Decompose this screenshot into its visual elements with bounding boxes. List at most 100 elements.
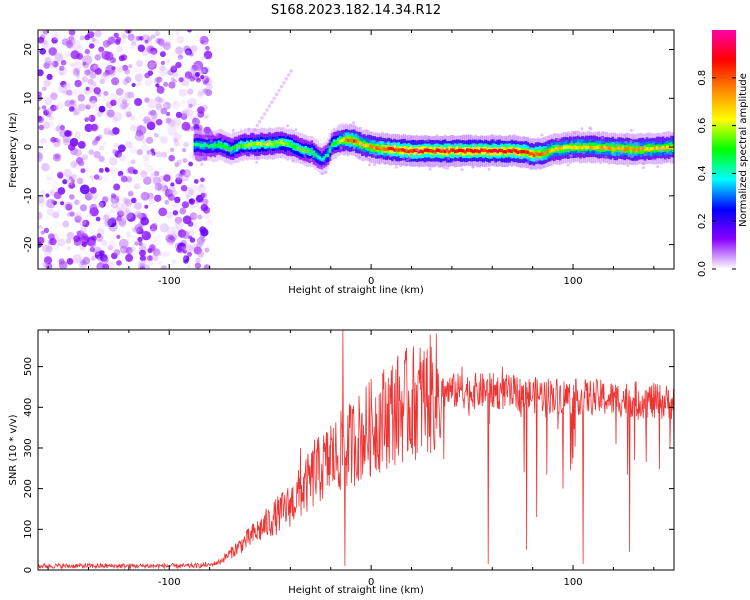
noise-mark [123,107,132,115]
ridge-cell [647,148,651,152]
noise-mark [660,149,664,153]
noise-mark [191,69,197,75]
x-tick-label: 100 [564,276,583,287]
noise-mark [194,186,202,193]
noise-mark [89,71,97,79]
noise-mark [165,234,174,243]
noise-mark [69,194,75,200]
noise-mark [153,170,160,177]
ridge-cell [518,150,522,154]
noise-mark [122,197,128,203]
noise-mark [38,36,45,44]
noise-mark [73,108,81,116]
ridge-cell [326,153,330,157]
noise-mark [134,98,143,106]
noise-mark [600,136,604,140]
snr-frame [37,329,675,571]
noise-mark [68,176,73,181]
noise-mark [72,253,82,264]
noise-mark [407,137,411,141]
ridge-cell [425,148,429,152]
colorbar-tick-label: 0.8 [697,70,708,86]
noise-mark [64,99,72,107]
noise-mark [180,101,186,107]
noise-mark [392,142,396,145]
noise-mark [62,179,68,185]
noise-mark [130,159,136,165]
noise-mark [72,60,83,71]
noise-mark [84,220,90,226]
ridge-cell [391,147,394,151]
ridge-cell [607,146,610,150]
noise-mark [161,265,167,269]
noise-mark [130,45,136,51]
noise-mark [175,111,182,118]
ridge-cell [294,145,297,149]
noise-mark [43,62,50,69]
noise-mark [51,88,57,94]
noise-mark [565,133,569,137]
noise-mark [82,256,91,265]
noise-mark [160,265,168,269]
ridge-cell [387,146,390,151]
noise-mark [46,176,51,181]
noise-mark [85,86,90,91]
ridge-cell [441,149,445,153]
noise-mark [109,216,117,224]
noise-mark [656,165,660,169]
noise-mark [68,30,76,36]
noise-mark [125,141,133,149]
ridge-cell [215,144,219,148]
noise-mark [71,70,78,76]
ridge-cell [639,147,643,151]
ridge-cell [268,141,271,145]
noise-mark [262,112,267,116]
noise-mark [62,220,70,228]
noise-mark [42,121,51,129]
ridge-cell [377,146,380,151]
noise-mark [303,154,307,158]
noise-mark [88,114,96,122]
y-tick-label: 0 [23,144,34,150]
noise-mark [50,104,57,112]
noise-mark [170,132,176,138]
ridge-cell [258,142,261,146]
ridge-cell [478,150,481,154]
noise-mark [117,210,125,218]
noise-mark [178,88,187,97]
ridge-cell [524,150,528,154]
noise-mark [127,33,135,41]
noise-mark [39,30,50,38]
ridge-cell [453,149,457,154]
noise-mark [154,60,159,65]
ridge-cell [250,143,253,147]
noise-mark [205,221,213,228]
ridge-cell [205,143,209,147]
noise-mark [114,202,123,211]
noise-mark [56,171,64,179]
noise-mark [160,60,165,65]
ridge-cell [371,145,374,150]
ridge-cell [502,150,505,154]
noise-mark [89,95,98,104]
ridge-cell [579,145,582,149]
noise-mark [38,152,44,163]
ridge-cell [565,145,568,149]
noise-mark [89,100,97,109]
noise-mark [125,111,132,118]
ridge-cell [635,148,639,152]
noise-mark [184,48,192,56]
noise-mark [116,45,123,53]
noise-mark [95,245,100,250]
noise-mark [90,63,99,73]
noise-mark [107,245,114,251]
noise-mark [570,134,574,138]
noise-mark [200,162,204,166]
ridge-cell [447,150,451,154]
ridge-cell [353,139,356,143]
noise-mark [58,258,65,265]
noise-mark [132,39,140,48]
noise-mark [93,64,99,71]
noise-mark [66,212,72,217]
noise-mark [116,97,126,107]
